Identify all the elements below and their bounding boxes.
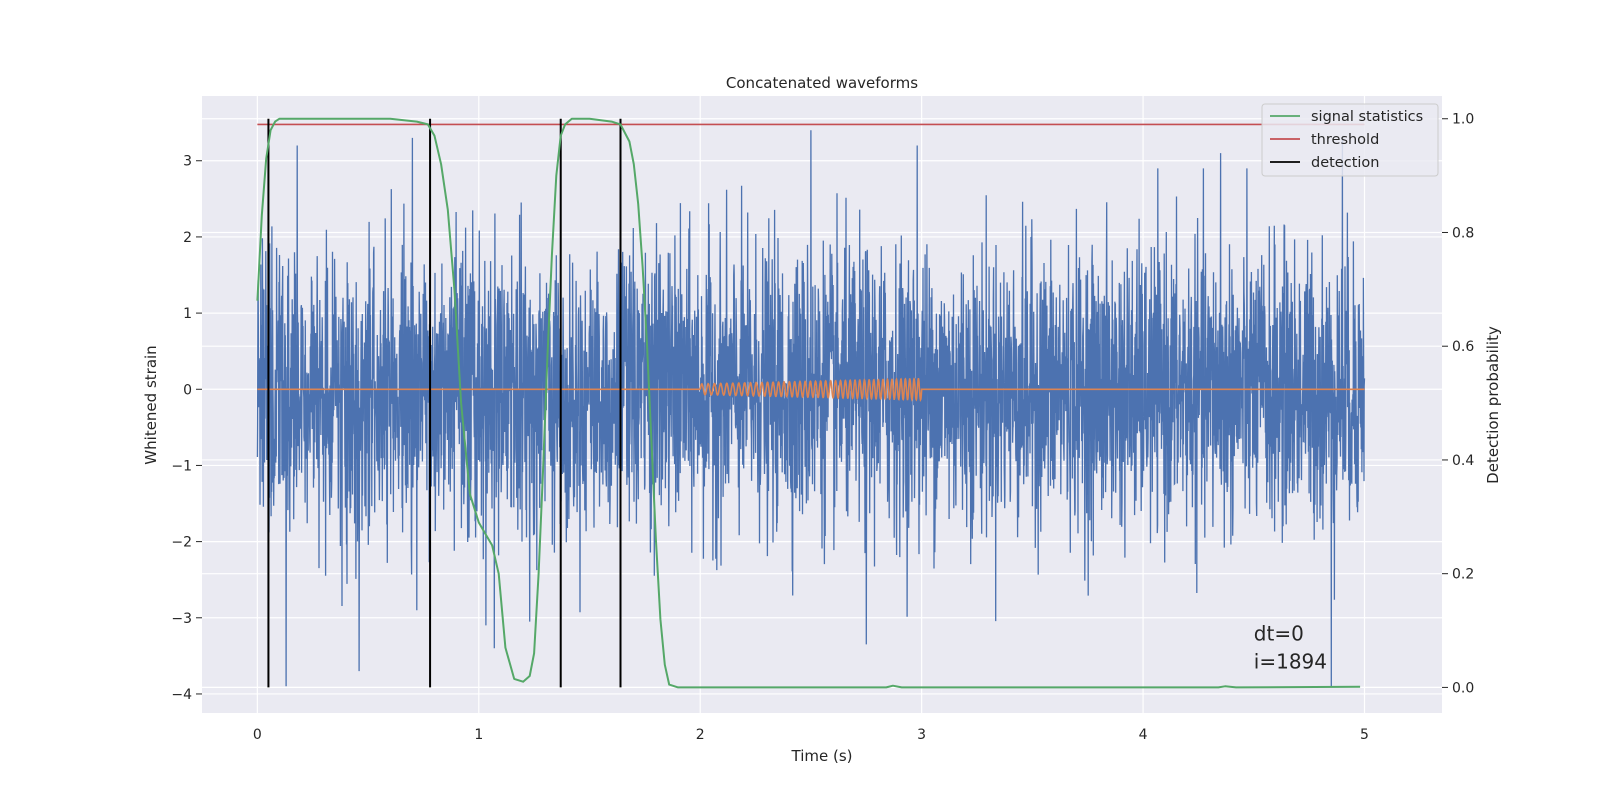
legend: signal statistics threshold detection [1261, 103, 1439, 177]
y-right-axis-label: Detection probability [1484, 326, 1502, 484]
x-axis-label: Time (s) [791, 747, 853, 765]
x-tick-label: 2 [696, 727, 705, 743]
y-right-tick-label: 0.6 [1452, 339, 1474, 355]
y-tick-label: −1 [171, 458, 192, 474]
data-layer [256, 117, 1366, 689]
y-tick-label: −4 [171, 687, 192, 703]
y-tick-label: 1 [183, 306, 192, 322]
y-tick-label: 0 [183, 382, 192, 398]
grid-lines [202, 96, 1442, 713]
annotation-line: dt=0 [1254, 622, 1304, 646]
injected-signal-line [257, 377, 1365, 402]
y-tick-label: −2 [171, 535, 192, 551]
x-tick-label: 0 [253, 727, 262, 743]
y-tick-label: −3 [171, 611, 192, 627]
annotation-text: dt=0 i=1894 [1254, 622, 1327, 674]
axes-layer: 0 1 2 3 4 5 −4 −3 −2 −1 0 1 2 3 0.0 0.2 0.4 0.6 0.8 1.0 [171, 112, 1474, 743]
signal-statistics-line [256, 117, 1361, 689]
y-right-tick-label: 0.0 [1452, 680, 1474, 696]
y-right-tick-label: 0.8 [1452, 225, 1474, 241]
y-tick-label: 3 [183, 154, 192, 170]
x-tick-label: 3 [917, 727, 926, 743]
y-right-tick-label: 0.4 [1452, 453, 1474, 469]
strain-noise-line [256, 130, 1366, 687]
y-tick-label: 2 [183, 230, 192, 246]
legend-label-threshold: threshold [1311, 132, 1379, 148]
y-axis-label: Whitened strain [142, 345, 160, 464]
x-tick-label: 1 [474, 727, 483, 743]
legend-label-detection: detection [1311, 155, 1379, 171]
chart-title: Concatenated waveforms [726, 74, 918, 92]
y-right-tick-label: 1.0 [1452, 112, 1474, 128]
x-tick-label: 4 [1139, 727, 1148, 743]
y-right-tick-label: 0.2 [1452, 567, 1474, 583]
annotation-line: i=1894 [1254, 650, 1327, 674]
x-tick-label: 5 [1360, 727, 1369, 743]
legend-label-signal-statistics: signal statistics [1311, 109, 1423, 125]
legend-box [1261, 103, 1439, 177]
